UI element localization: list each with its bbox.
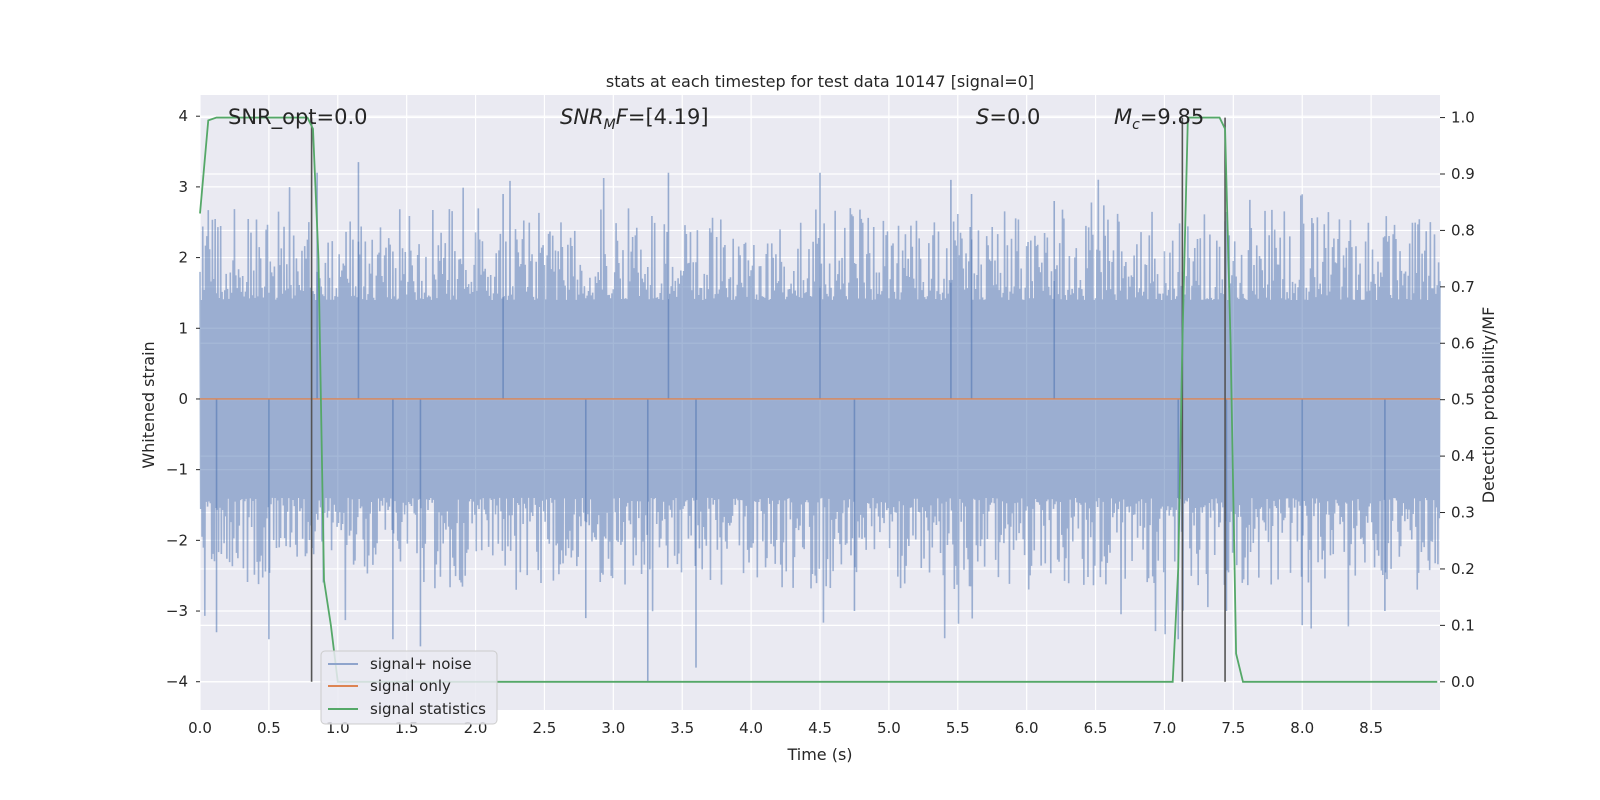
y-left-tick-label: 0 [178, 390, 188, 408]
mc-value: =9.85 [1140, 105, 1204, 129]
legend-label-signal: signal only [370, 677, 451, 695]
y-right-tick-labels: 1.0 0.9 0.8 0.7 0.6 0.5 0.4 0.3 0.2 0.1 0.0 [1440, 109, 1475, 691]
annotation-mc: Mc=9.85 [1114, 105, 1204, 133]
x-tick-label: 5.5 [946, 719, 970, 737]
y-right-tick-label: 0.5 [1451, 391, 1475, 409]
x-tick-label: 3.5 [670, 719, 694, 737]
x-tick-label: 0.5 [257, 719, 281, 737]
x-tick-label: 7.5 [1221, 719, 1245, 737]
legend: signal+ noise signal only signal statist… [320, 650, 498, 725]
y-left-tick-label: 1 [178, 319, 188, 337]
annotation-s: S=0.0 [976, 105, 1040, 129]
y-left-tick-labels: 4 3 2 1 0 −1 −2 −3 −4 [166, 107, 200, 691]
y-right-tick-label: 0.3 [1451, 504, 1475, 522]
y-right-tick-label: 0.4 [1451, 447, 1475, 465]
y-left-tick-label: 4 [178, 107, 188, 125]
x-tick-label: 5.0 [877, 719, 901, 737]
y-right-tick-label: 0.9 [1451, 165, 1475, 183]
legend-label-stats: signal statistics [370, 700, 486, 718]
s-value: =0.0 [989, 105, 1040, 129]
y-left-tick-label: −2 [166, 531, 188, 549]
y-axis-label-left: Whitened strain [139, 341, 158, 468]
x-tick-label: 3.0 [601, 719, 625, 737]
snr-mf-value: [4.19] [645, 105, 708, 129]
x-tick-label: 0.0 [188, 719, 212, 737]
annotation-snr-opt: SNR_opt=0.0 [228, 105, 368, 130]
y-right-tick-label: 0.6 [1451, 334, 1475, 352]
y-right-tick-label: 0.7 [1451, 278, 1475, 296]
y-right-tick-label: 1.0 [1451, 109, 1475, 127]
y-right-tick-label: 0.1 [1451, 616, 1475, 634]
x-tick-label: 6.0 [1015, 719, 1039, 737]
annotation-snr-mf: SNRMF=[4.19] [560, 105, 709, 133]
x-tick-label: 7.0 [1153, 719, 1177, 737]
y-left-tick-label: 2 [178, 249, 188, 267]
y-axis-label-right: Detection probability/MF [1479, 307, 1498, 504]
x-tick-label: 8.5 [1359, 719, 1383, 737]
y-right-tick-label: 0.8 [1451, 221, 1475, 239]
x-axis-label: Time (s) [786, 745, 852, 764]
chart-title: stats at each timestep for test data 101… [606, 72, 1034, 91]
y-left-tick-label: 3 [178, 178, 188, 196]
x-tick-label: 4.0 [739, 719, 763, 737]
x-tick-label: 2.5 [533, 719, 557, 737]
y-left-tick-label: −1 [166, 461, 188, 479]
statistics-line [199, 116, 1438, 683]
y-right-tick-label: 0.2 [1451, 560, 1475, 578]
x-tick-label: 4.5 [808, 719, 832, 737]
legend-box [320, 650, 498, 725]
statistics-series [199, 116, 1438, 683]
x-tick-label: 8.0 [1290, 719, 1314, 737]
y-left-tick-label: −4 [166, 673, 188, 691]
y-right-tick-label: 0.0 [1451, 673, 1475, 691]
vertical-markers [310, 117, 1226, 682]
legend-label-noise: signal+ noise [370, 655, 472, 673]
y-left-tick-label: −3 [166, 602, 188, 620]
x-tick-label: 6.5 [1084, 719, 1108, 737]
